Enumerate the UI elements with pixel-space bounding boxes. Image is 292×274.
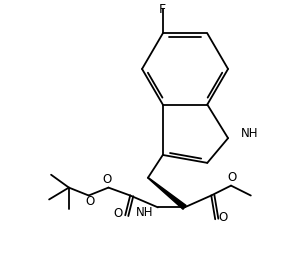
Text: O: O	[85, 195, 94, 208]
Polygon shape	[148, 178, 186, 209]
Text: O: O	[103, 173, 112, 186]
Text: F: F	[159, 3, 166, 16]
Text: O: O	[114, 207, 123, 220]
Text: NH: NH	[241, 127, 258, 140]
Text: O: O	[218, 211, 228, 224]
Text: O: O	[227, 171, 237, 184]
Text: NH: NH	[135, 206, 153, 219]
